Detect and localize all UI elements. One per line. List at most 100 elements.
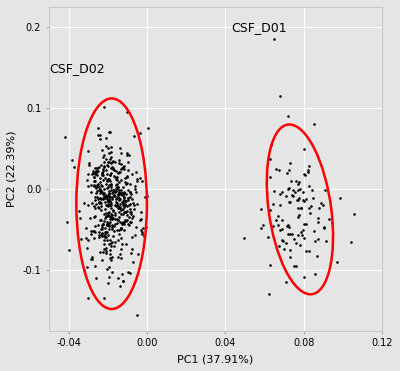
- Point: [96, 195, 103, 201]
- Point: [270, 201, 276, 207]
- Point: [106, 222, 112, 228]
- Point: [92, 213, 98, 219]
- Point: [126, 181, 133, 187]
- Point: [143, 224, 150, 230]
- Point: [115, 184, 121, 190]
- Point: [128, 246, 135, 252]
- Point: [90, 174, 97, 180]
- Point: [127, 201, 134, 207]
- Point: [127, 220, 133, 226]
- Point: [94, 188, 100, 194]
- Point: [106, 150, 112, 156]
- Point: [107, 247, 114, 253]
- Point: [288, 231, 295, 237]
- Point: [105, 198, 112, 204]
- Point: [103, 229, 109, 235]
- Point: [137, 130, 143, 136]
- Point: [84, 265, 90, 270]
- Point: [127, 270, 133, 276]
- Point: [90, 168, 96, 174]
- Point: [90, 178, 97, 184]
- Point: [96, 200, 102, 206]
- Point: [121, 204, 127, 210]
- Point: [122, 181, 129, 187]
- Point: [350, 211, 357, 217]
- Point: [106, 191, 112, 197]
- Point: [119, 278, 126, 284]
- Point: [118, 211, 124, 217]
- Point: [301, 234, 307, 240]
- Point: [305, 167, 312, 173]
- Point: [270, 223, 276, 229]
- Point: [97, 217, 104, 223]
- Point: [91, 183, 97, 188]
- Point: [121, 190, 128, 196]
- Point: [115, 275, 121, 280]
- Point: [301, 198, 307, 204]
- Point: [84, 183, 91, 189]
- Point: [112, 188, 119, 194]
- Point: [105, 196, 112, 201]
- Point: [306, 162, 312, 168]
- Point: [104, 202, 111, 208]
- Point: [108, 170, 114, 176]
- Point: [113, 168, 119, 174]
- Point: [308, 203, 314, 209]
- Point: [108, 214, 114, 220]
- Point: [132, 183, 138, 189]
- Point: [285, 231, 291, 237]
- Point: [89, 200, 96, 206]
- Point: [111, 189, 118, 195]
- Y-axis label: PC2 (22.39%): PC2 (22.39%): [7, 131, 17, 207]
- Point: [132, 232, 138, 238]
- Point: [122, 175, 128, 181]
- Point: [111, 192, 118, 198]
- Point: [106, 194, 113, 200]
- Point: [127, 209, 133, 215]
- Point: [131, 134, 137, 139]
- Point: [122, 198, 129, 204]
- Point: [118, 255, 125, 261]
- Point: [110, 207, 117, 213]
- Point: [108, 205, 114, 211]
- Point: [318, 200, 324, 206]
- Point: [312, 237, 318, 243]
- Point: [121, 166, 127, 172]
- Point: [291, 236, 297, 242]
- Point: [85, 202, 92, 208]
- Point: [116, 195, 122, 201]
- Point: [100, 152, 107, 158]
- Point: [98, 200, 104, 206]
- Point: [107, 201, 113, 207]
- Point: [100, 172, 106, 178]
- Point: [88, 171, 95, 177]
- Point: [95, 183, 101, 189]
- Point: [314, 236, 321, 242]
- Point: [118, 235, 124, 241]
- Point: [104, 219, 110, 225]
- Point: [99, 170, 106, 175]
- Point: [299, 232, 306, 238]
- Point: [115, 217, 121, 223]
- Point: [127, 189, 134, 195]
- Point: [114, 200, 120, 206]
- Point: [285, 185, 292, 191]
- Point: [103, 221, 110, 227]
- Point: [300, 227, 307, 233]
- Point: [96, 234, 102, 240]
- Point: [104, 178, 110, 184]
- Point: [94, 165, 100, 171]
- Point: [84, 177, 90, 183]
- Point: [131, 202, 137, 208]
- Point: [109, 212, 115, 218]
- Point: [109, 194, 116, 200]
- Point: [86, 215, 93, 221]
- Point: [104, 184, 111, 190]
- Point: [99, 170, 105, 176]
- Point: [302, 221, 309, 227]
- Point: [140, 233, 147, 239]
- Point: [109, 222, 115, 228]
- Point: [120, 221, 127, 227]
- Point: [301, 221, 308, 227]
- Point: [139, 229, 146, 235]
